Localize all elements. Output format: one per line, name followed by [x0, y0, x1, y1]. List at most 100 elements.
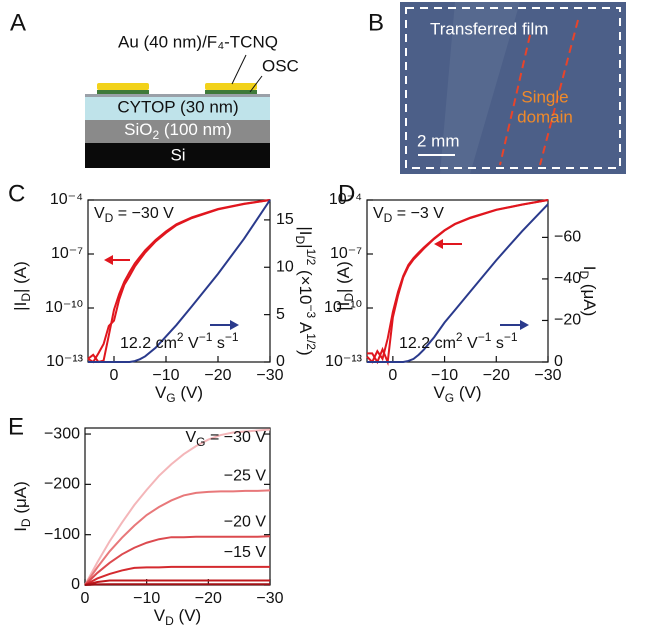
si-label: Si: [170, 145, 185, 164]
label-part: V: [463, 335, 478, 352]
electrode: [97, 83, 149, 90]
y2-tick-label: −60: [554, 229, 581, 246]
film-outline: [405, 7, 621, 169]
label-part: (×10: [296, 265, 315, 304]
dopant-layer: [205, 90, 257, 94]
curve-label: VG = −30 V: [185, 429, 266, 449]
domain-label: domain: [517, 107, 573, 126]
label-part: −1: [478, 330, 492, 344]
label-part: 1/2: [304, 249, 318, 266]
label-part: (μA): [11, 481, 30, 518]
y2-tick-label: 5: [276, 306, 285, 323]
data-line: [87, 199, 271, 364]
label-part: |: [296, 244, 315, 248]
y-axis-label: ID (μA): [11, 481, 33, 532]
panel-label: E: [8, 413, 24, 440]
label-part: s: [491, 335, 503, 352]
label-part: | (A): [11, 261, 30, 293]
label-part: V: [154, 606, 166, 625]
device-diagram: Au (40 nm)/F₄-TCNQ OSC CYTOP (30 nm) SiO…: [85, 32, 299, 168]
label-part: −1: [199, 330, 213, 344]
label-part: D: [342, 293, 356, 302]
plot-frame: [87, 199, 271, 363]
domain-label: Single: [521, 87, 568, 106]
label-part: −1: [504, 330, 518, 344]
label-part: (V): [176, 383, 203, 402]
label-part: G: [196, 435, 205, 449]
cytop-label: CYTOP (30 nm): [117, 97, 238, 116]
arrow-head: [434, 239, 443, 249]
curve-label: −20 V: [224, 513, 267, 530]
osc-layer: [85, 94, 270, 97]
label-part: −1: [225, 330, 239, 344]
label-part: = −30 V: [206, 429, 267, 446]
label-part: = −3 V: [392, 205, 444, 222]
label-part: I: [11, 527, 30, 532]
label-part: D: [293, 235, 307, 244]
y-tick-label: 10⁻¹³: [325, 353, 363, 370]
y-tick-label: 10⁻¹⁰: [324, 299, 362, 316]
label-part: (μA): [580, 279, 599, 316]
x-tick-label: −10: [133, 590, 160, 607]
label-part: (V): [454, 383, 481, 402]
label-part: −3: [304, 304, 318, 318]
label-part: |I: [296, 226, 315, 235]
label-part: I: [580, 266, 599, 271]
y2-tick-label: 0: [554, 353, 563, 370]
data-line: [366, 199, 549, 364]
domain-boundary: [539, 19, 579, 166]
curve-label: −15 V: [224, 544, 267, 561]
arrows: [104, 239, 529, 330]
label-part: (V): [174, 606, 201, 625]
label-part: s: [212, 335, 224, 352]
scale-label: 2 mm: [417, 131, 460, 150]
y-tick-label: −100: [44, 526, 80, 543]
y2-tick-label: −40: [554, 270, 581, 287]
si-layer: [85, 143, 270, 168]
label-part: D: [165, 614, 174, 628]
data-line: [84, 565, 270, 586]
mobility-annotation: 12.2 cm2 V−1 s−1: [399, 330, 518, 352]
sio2-label: SiO2 (100 nm): [124, 120, 232, 142]
label-part: SiO: [124, 120, 152, 139]
y2-tick-label: 10: [276, 258, 294, 275]
image-background: [400, 2, 626, 174]
label-part: D: [384, 211, 393, 225]
panel-label: B: [368, 9, 384, 36]
label-part: 2: [152, 128, 159, 142]
label-part: D: [577, 270, 591, 279]
mobility-annotation: 12.2 cm2 V−1 s−1: [120, 330, 239, 352]
label-part: V: [373, 205, 384, 222]
x-tick-label: −20: [483, 367, 510, 384]
x-tick-label: −30: [534, 367, 561, 384]
y-tick-label: 10⁻¹³: [46, 353, 84, 370]
label-part: 2: [456, 330, 463, 344]
image-region: [440, 2, 520, 174]
film-label: Transferred film: [430, 19, 548, 38]
leader-line: [249, 75, 263, 93]
label-part: | (A): [334, 261, 353, 293]
y2-tick-label: −20: [554, 312, 581, 329]
x-axis-label: VG (V): [155, 383, 203, 405]
panel-label: C: [8, 180, 25, 207]
x-tick-label: −30: [256, 590, 283, 607]
label-part: = −30 V: [113, 205, 174, 222]
y2-tick-label: 0: [276, 353, 285, 370]
x-tick-label: 0: [81, 590, 90, 607]
electrode-label: Au (40 nm)/F₄-TCNQ: [118, 32, 278, 51]
y-tick-label: 10⁻⁷: [330, 245, 362, 262]
label-part: G: [166, 391, 175, 405]
label-part: D: [19, 293, 33, 302]
y-tick-label: 10⁻⁷: [51, 245, 83, 262]
label-part: 12.2 cm: [399, 335, 456, 352]
x-tick-label: −30: [256, 367, 283, 384]
domain-boundary: [499, 34, 531, 166]
osc-label: OSC: [262, 56, 299, 75]
y-tick-label: 10⁻⁴: [329, 191, 362, 208]
label-part: D: [19, 518, 33, 527]
y-axis-label: |ID| (A): [334, 261, 356, 311]
leader-line: [231, 54, 247, 85]
label-part: V: [94, 205, 105, 222]
data-line: [84, 489, 271, 586]
